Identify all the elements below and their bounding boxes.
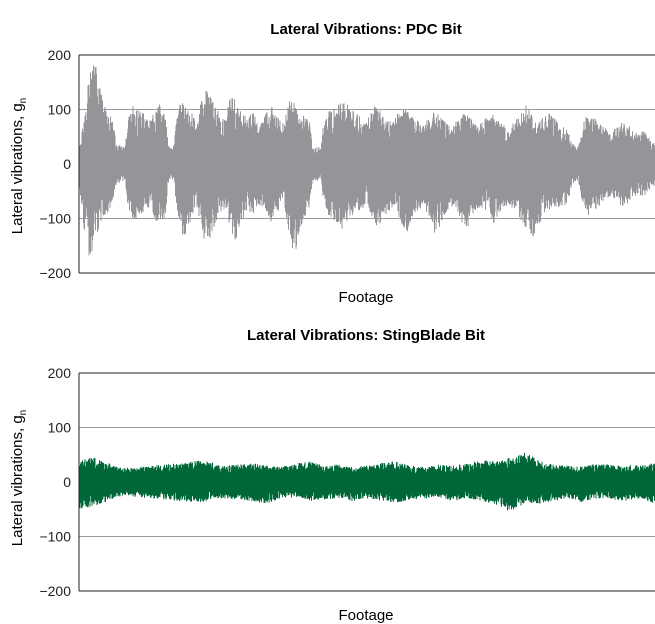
y-axis-label-main: Lateral vibrations, g xyxy=(9,415,26,546)
y-tick-label: 0 xyxy=(63,156,71,172)
y-tick-label: −200 xyxy=(39,583,71,599)
chart-title: Lateral Vibrations: StingBlade Bit xyxy=(247,327,485,344)
vibration-series xyxy=(79,452,655,511)
y-tick-label: −100 xyxy=(39,529,71,545)
pdc-bit-chart-svg: Lateral Vibrations: PDC Bit 200 100 0 −100 −… xyxy=(9,21,655,306)
y-axis-label-main: Lateral vibrations, g xyxy=(9,103,26,234)
y-tick-label: 0 xyxy=(63,474,71,490)
x-axis-label: Footage xyxy=(338,607,393,624)
vibration-trace xyxy=(79,65,655,256)
y-axis-ticks: 200 100 0 −100 −200 xyxy=(39,47,71,281)
y-axis-label-subscript: n xyxy=(18,410,29,416)
stingblade-bit-chart: Lateral Vibrations: StingBlade Bit 200 10… xyxy=(0,312,655,624)
chart-title: Lateral Vibrations: PDC Bit xyxy=(270,21,461,38)
plot-frame xyxy=(78,372,655,592)
gridlines xyxy=(79,427,655,537)
y-axis-label: Lateral vibrations, gn xyxy=(9,410,29,546)
y-axis-label-subscript: n xyxy=(18,98,29,104)
y-tick-label: −200 xyxy=(39,265,71,281)
y-tick-label: 200 xyxy=(48,365,72,381)
y-axis-label: Lateral vibrations, gn xyxy=(9,98,29,234)
y-tick-label: 200 xyxy=(48,47,72,63)
gridlines xyxy=(79,109,655,219)
vibration-trace xyxy=(79,452,655,511)
plot-frame xyxy=(78,54,655,274)
x-axis-label: Footage xyxy=(338,289,393,306)
pdc-bit-chart: Lateral Vibrations: PDC Bit 200 100 0 −100 −… xyxy=(9,21,655,306)
y-tick-label: 100 xyxy=(48,420,72,436)
y-tick-label: −100 xyxy=(39,211,71,227)
y-tick-label: 100 xyxy=(48,102,72,118)
vibration-series xyxy=(79,65,655,256)
stingblade-bit-chart-svg: Lateral Vibrations: StingBlade Bit 200 10… xyxy=(9,327,655,624)
y-axis-ticks: 200 100 0 −100 −200 xyxy=(39,365,71,599)
